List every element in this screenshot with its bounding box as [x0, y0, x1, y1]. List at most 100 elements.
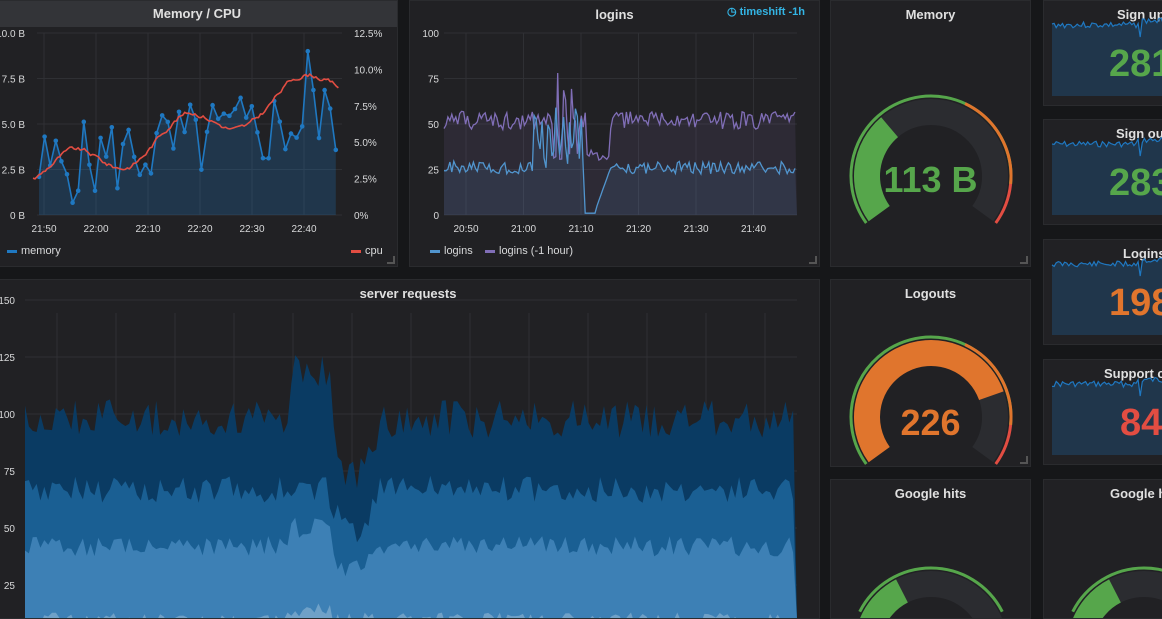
- y-tick-label: 10.0 B: [0, 29, 25, 40]
- memory-point: [126, 128, 131, 133]
- memory-point: [244, 115, 249, 120]
- signouts-panel[interactable]: Sign out 283: [1043, 119, 1162, 225]
- legend-cpu[interactable]: cpu: [351, 245, 383, 257]
- memory-point: [54, 138, 59, 143]
- memory-point: [199, 167, 204, 172]
- memory-point: [110, 125, 115, 130]
- legend-memory[interactable]: memory: [7, 245, 61, 257]
- y-tick-label: 2.5 B: [2, 166, 26, 177]
- logouts-gauge-panel[interactable]: Logouts 226: [830, 279, 1031, 467]
- x-tick-label: 21:40: [741, 224, 766, 235]
- memory-point: [143, 162, 148, 167]
- memory-cpu-graph[interactable]: 10.0 B7.5 B5.0 B2.5 B0 B12.5%10.0%7.5%5.…: [0, 1, 398, 267]
- memory-point: [294, 135, 299, 140]
- gauge-value: 113 B: [831, 159, 1030, 201]
- signups-panel[interactable]: Sign ups 281: [1043, 0, 1162, 106]
- memory-cpu-panel[interactable]: Memory / CPU 10.0 B7.5 B5.0 B2.5 B0 B12.…: [0, 0, 398, 267]
- legend-label: memory: [21, 245, 61, 257]
- memory-point: [42, 134, 47, 139]
- y-tick-label: 0: [433, 211, 439, 222]
- memory-point: [266, 156, 271, 161]
- legend-label: logins: [444, 245, 473, 257]
- memory-point: [334, 148, 339, 153]
- y-tick-label: 100: [422, 29, 439, 40]
- memory-point: [188, 103, 193, 108]
- x-tick-label: 22:10: [135, 224, 160, 235]
- legend-logins[interactable]: logins: [430, 245, 473, 257]
- legend-logins-prev[interactable]: logins (-1 hour): [485, 245, 573, 257]
- gauge-value: 226: [831, 402, 1030, 444]
- memory-gauge-panel[interactable]: Memory 113 B: [830, 0, 1031, 267]
- memory-point: [182, 130, 187, 135]
- google-hits-panel-2[interactable]: Google hi: [1043, 479, 1162, 619]
- x-tick-label: 22:20: [187, 224, 212, 235]
- resize-handle[interactable]: [387, 256, 395, 264]
- y-tick-label: 150: [0, 296, 15, 307]
- memory-point: [210, 103, 215, 108]
- memory-point: [328, 106, 333, 111]
- memory-point: [104, 154, 109, 159]
- memory-point: [205, 130, 210, 135]
- gauge-fill: [1083, 591, 1115, 619]
- y2-tick-label: 2.5%: [354, 175, 377, 186]
- memory-point: [317, 136, 322, 141]
- y2-tick-label: 7.5%: [354, 102, 377, 113]
- resize-handle[interactable]: [809, 256, 817, 264]
- y-tick-label: 7.5 B: [2, 75, 26, 86]
- memory-point: [166, 120, 171, 125]
- google-hits-gauge: [831, 480, 1031, 619]
- resize-handle[interactable]: [1020, 456, 1028, 464]
- google-hits-panel[interactable]: Google hits: [830, 479, 1031, 619]
- x-tick-label: 22:40: [291, 224, 316, 235]
- memory-point: [261, 156, 266, 161]
- logins-stat-panel[interactable]: Logins 198: [1043, 239, 1162, 345]
- memory-point: [278, 119, 283, 124]
- memory-point: [194, 117, 199, 122]
- x-tick-label: 21:10: [568, 224, 593, 235]
- google-hits-gauge-2: [1044, 480, 1162, 619]
- stat-value: 198: [1109, 282, 1162, 325]
- y-tick-label: 100: [0, 410, 15, 421]
- memory-point: [98, 136, 103, 141]
- memory-point: [160, 113, 165, 118]
- x-tick-label: 22:00: [83, 224, 108, 235]
- y-tick-label: 125: [0, 353, 15, 364]
- y-tick-label: 75: [428, 75, 440, 86]
- memory-point: [227, 114, 232, 119]
- stat-value: 281: [1109, 43, 1162, 86]
- y2-tick-label: 12.5%: [354, 29, 382, 40]
- memory-point: [138, 173, 143, 178]
- legend-label: logins (-1 hour): [499, 245, 573, 257]
- memory-point: [149, 171, 154, 176]
- memory-point: [82, 120, 87, 125]
- x-tick-label: 21:50: [31, 224, 56, 235]
- memory-point: [250, 104, 255, 109]
- memory-point: [59, 159, 64, 164]
- memory-point: [154, 131, 159, 136]
- memory-point: [76, 188, 81, 193]
- server-requests-panel[interactable]: server requests 150125100755025: [0, 279, 820, 619]
- memory-point: [233, 107, 238, 112]
- gauge-fill: [870, 591, 902, 619]
- server-requests-graph[interactable]: 150125100755025: [0, 280, 820, 619]
- memory-point: [322, 88, 327, 93]
- memory-point: [70, 200, 75, 205]
- memory-point: [65, 172, 70, 177]
- support-calls-panel[interactable]: Support ca 84: [1043, 359, 1162, 465]
- stat-value: 283: [1109, 162, 1162, 205]
- memory-point: [177, 110, 182, 115]
- memory-gauge: [831, 1, 1031, 267]
- y-tick-label: 25: [4, 581, 16, 592]
- stat-value: 84: [1120, 402, 1162, 445]
- memory-point: [93, 188, 98, 193]
- x-tick-label: 21:00: [511, 224, 536, 235]
- y2-tick-label: 10.0%: [354, 65, 382, 76]
- memory-point: [306, 49, 311, 54]
- legend-label: cpu: [365, 245, 383, 257]
- y-tick-label: 50: [428, 120, 440, 131]
- memory-point: [238, 96, 243, 101]
- memory-point: [132, 155, 137, 160]
- resize-handle[interactable]: [1020, 256, 1028, 264]
